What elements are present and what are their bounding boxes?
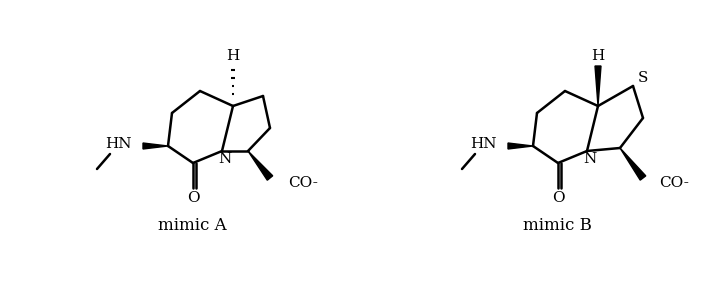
Text: N: N xyxy=(218,152,232,166)
Text: mimic A: mimic A xyxy=(158,218,226,234)
Text: HN: HN xyxy=(105,137,131,151)
Text: mimic B: mimic B xyxy=(523,218,592,234)
Text: H: H xyxy=(591,49,605,63)
Text: CO-: CO- xyxy=(659,176,689,190)
Polygon shape xyxy=(508,143,533,149)
Polygon shape xyxy=(143,143,168,149)
Text: CO-: CO- xyxy=(288,176,318,190)
Polygon shape xyxy=(595,66,601,106)
Text: HN: HN xyxy=(470,137,496,151)
Text: S: S xyxy=(638,71,648,85)
Text: O: O xyxy=(552,191,564,205)
Text: N: N xyxy=(583,152,597,166)
Text: H: H xyxy=(226,49,240,63)
Polygon shape xyxy=(620,148,646,180)
Polygon shape xyxy=(248,151,272,180)
Text: O: O xyxy=(187,191,200,205)
